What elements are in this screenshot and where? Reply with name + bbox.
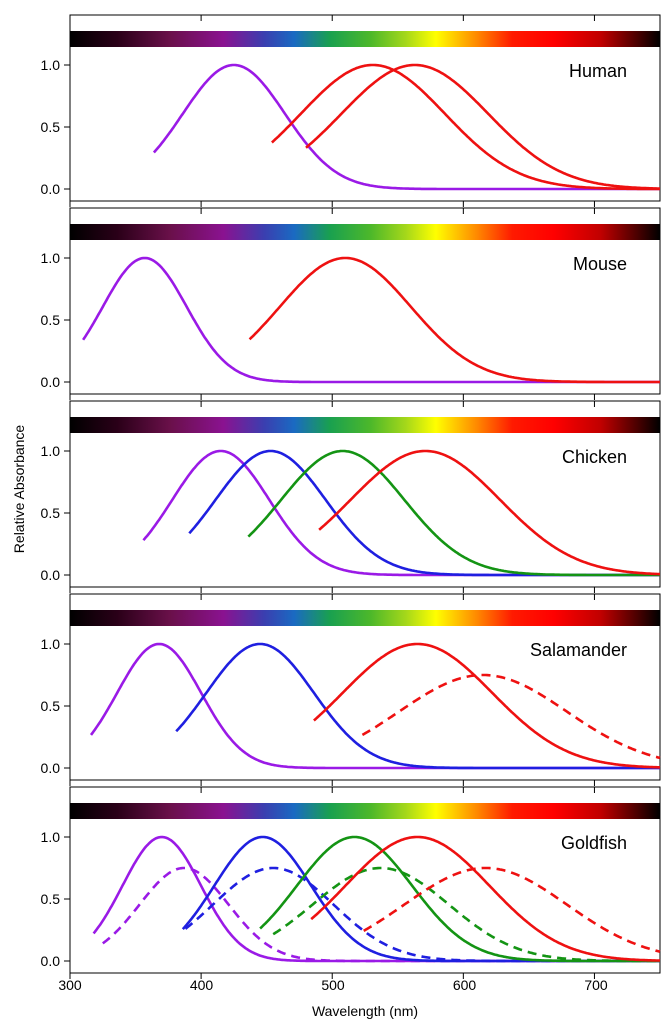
y-tick-label: 1.0 (41, 829, 61, 845)
panel-frame (69, 786, 661, 974)
series-mouse-violet-solid-0 (82, 256, 660, 384)
x-tick-label-400: 400 (190, 977, 214, 993)
y-tick-label: 0.5 (41, 119, 61, 135)
panel-frame (69, 207, 661, 395)
series-human-red-solid-1 (271, 63, 660, 191)
spectrum-bar (70, 803, 660, 819)
panel-goldfish: 0.0 0.5 1.0 Goldfish (41, 786, 661, 979)
y-tick-label: 1.0 (41, 636, 61, 652)
panel-chicken: 0.0 0.5 1.0 Chicken (41, 400, 661, 593)
panel-label-human: Human (569, 61, 627, 81)
y-axis-title: Relative Absorbance (11, 425, 27, 554)
series-chicken-red-solid-3 (318, 449, 660, 576)
series-human-red-solid-2 (305, 63, 660, 190)
panel-label-salamander: Salamander (530, 640, 627, 660)
series-goldfish-blue-dashed-3 (184, 866, 660, 963)
y-tick-label: 1.0 (41, 443, 61, 459)
series-goldfish-red-dashed-7 (363, 866, 661, 953)
spectrum-bar (70, 610, 660, 626)
y-tick-label: 0.5 (41, 891, 61, 907)
series-salamander-red-dashed-3 (361, 673, 661, 760)
series-goldfish-violet-dashed-1 (102, 866, 660, 963)
y-tick-label: 0.0 (41, 567, 61, 583)
series-chicken-blue-solid-1 (188, 449, 660, 577)
y-tick-label: 0.0 (41, 953, 61, 969)
panel-human: 0.0 0.5 1.0 Human (41, 14, 661, 207)
panel-label-mouse: Mouse (573, 254, 627, 274)
panel-mouse: 0.0 0.5 1.0 Mouse (41, 207, 661, 400)
x-tick-label-600: 600 (453, 977, 477, 993)
y-tick-label: 0.5 (41, 698, 61, 714)
panel-frame (69, 14, 661, 202)
y-tick-label: 1.0 (41, 57, 61, 73)
series-chicken-violet-solid-0 (142, 449, 660, 577)
panel-label-chicken: Chicken (562, 447, 627, 467)
panel-frame (69, 593, 661, 781)
y-tick-label: 0.0 (41, 181, 61, 197)
series-mouse-red-solid-1 (248, 256, 660, 384)
spectrum-bar (70, 31, 660, 47)
y-tick-label: 1.0 (41, 250, 61, 266)
spectrum-bar (70, 417, 660, 433)
series-chicken-green-solid-2 (247, 449, 660, 577)
spectrum-bar (70, 224, 660, 240)
x-tick-label-700: 700 (584, 977, 608, 993)
panel-salamander: 0.0 0.5 1.0 Salamander (41, 593, 661, 786)
chart-panels: 0.0 0.5 1.0 Human 0.0 0.5 1.0 Mouse 0.0 0.5 1.0 Chi… (41, 14, 661, 979)
y-tick-label: 0.0 (41, 760, 61, 776)
y-tick-label: 0.0 (41, 374, 61, 390)
x-axis-title: Wavelength (nm) (312, 1003, 418, 1019)
y-tick-label: 0.5 (41, 312, 61, 328)
x-tick-label-500: 500 (321, 977, 345, 993)
panel-label-goldfish: Goldfish (561, 833, 627, 853)
series-goldfish-red-solid-6 (310, 835, 661, 962)
x-axis: 300 400 500 600 700 Wavelength (nm) (58, 977, 608, 1019)
y-tick-label: 0.5 (41, 505, 61, 521)
series-salamander-blue-solid-1 (175, 642, 660, 770)
series-salamander-red-solid-2 (313, 642, 661, 769)
series-goldfish-green-dashed-5 (272, 866, 660, 963)
series-human-violet-solid-0 (152, 63, 660, 191)
x-tick-label-300: 300 (58, 977, 82, 993)
panel-frame (69, 400, 661, 588)
